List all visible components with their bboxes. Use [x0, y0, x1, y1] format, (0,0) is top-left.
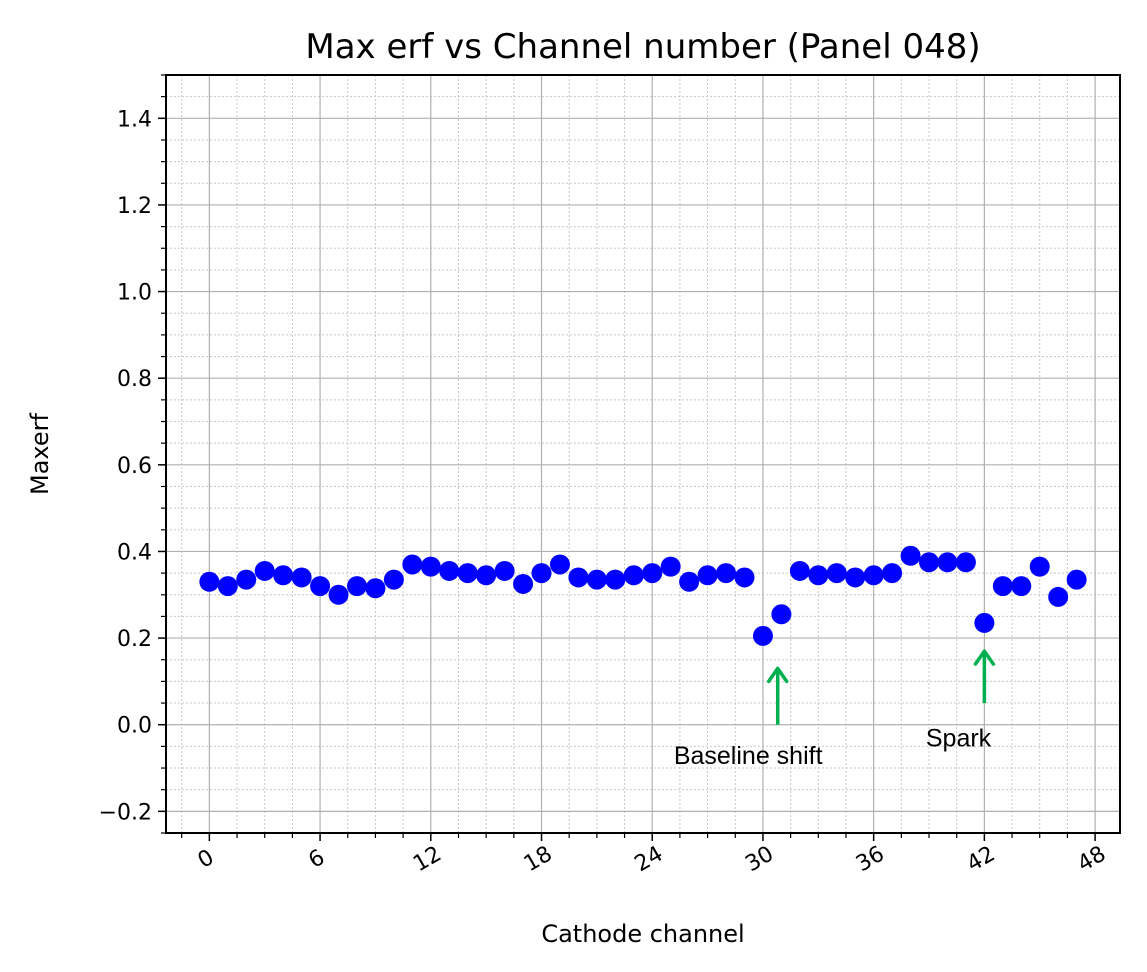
x-tick-label: 18	[520, 842, 557, 878]
data-point	[236, 569, 257, 590]
annotation-arrow-head	[766, 666, 789, 684]
y-tick-label: 0.0	[117, 714, 152, 739]
data-point	[919, 552, 940, 573]
data-point	[199, 571, 220, 592]
data-point	[623, 565, 644, 586]
y-tick-label: −0.2	[99, 800, 152, 825]
data-point	[660, 556, 681, 577]
minor-grid	[166, 74, 1120, 834]
data-points	[199, 545, 1087, 646]
data-point	[1011, 576, 1032, 597]
data-point	[217, 576, 238, 597]
data-point	[734, 567, 755, 588]
y-tick-label: 0.8	[117, 367, 152, 392]
data-point	[476, 565, 497, 586]
data-point	[494, 560, 515, 581]
data-point	[420, 556, 441, 577]
data-point	[845, 567, 866, 588]
data-point	[328, 584, 349, 605]
annotation-label: Baseline shift	[674, 742, 823, 770]
chart-title: Max erf vs Channel number (Panel 048)	[305, 27, 980, 67]
x-tick-label: 30	[741, 842, 778, 878]
data-point	[863, 565, 884, 586]
data-point	[808, 565, 829, 586]
y-tick-label: 0.4	[117, 540, 152, 565]
data-point	[882, 563, 903, 584]
data-point	[402, 554, 423, 575]
x-tick-label: 12	[409, 842, 446, 878]
data-point	[974, 612, 995, 633]
data-point	[1048, 586, 1069, 607]
data-point	[605, 569, 626, 590]
data-point	[1029, 556, 1050, 577]
data-point	[697, 565, 718, 586]
data-point	[365, 578, 386, 599]
y-tick-label: 0.2	[117, 627, 152, 652]
y-tick-label: 1.4	[117, 107, 152, 132]
data-point	[716, 563, 737, 584]
data-point	[310, 576, 331, 597]
annotations: Baseline shift Spark	[674, 649, 996, 770]
data-point	[549, 554, 570, 575]
x-tick-label: 24	[631, 842, 668, 878]
major-grid	[166, 75, 1120, 833]
data-point	[346, 576, 367, 597]
y-axis-label: Maxerf	[26, 412, 54, 495]
y-tick-label: 1.0	[117, 281, 152, 306]
data-point	[531, 563, 552, 584]
data-point	[273, 565, 294, 586]
data-point	[439, 560, 460, 581]
data-point	[900, 545, 921, 566]
data-point	[992, 576, 1013, 597]
data-point	[254, 560, 275, 581]
data-point	[955, 552, 976, 573]
data-point	[679, 571, 700, 592]
data-point	[513, 573, 534, 594]
data-point	[568, 567, 589, 588]
x-tick-label: 6	[305, 845, 330, 874]
y-tick-label: 0.6	[117, 454, 152, 479]
data-point	[383, 569, 404, 590]
x-tick-label: 48	[1073, 842, 1110, 878]
data-point	[752, 625, 773, 646]
data-point	[642, 563, 663, 584]
annotation-label: Spark	[926, 725, 992, 753]
data-point	[789, 560, 810, 581]
annotation-arrow-head	[973, 649, 996, 666]
x-tick-label: 42	[963, 842, 1000, 878]
x-tick-label: 36	[852, 842, 889, 878]
data-point	[771, 604, 792, 625]
x-axis-label: Cathode channel	[541, 920, 744, 948]
data-point	[291, 567, 312, 588]
data-point	[1066, 569, 1087, 590]
x-tick-label: 0	[194, 845, 219, 874]
y-tick-label: 1.2	[117, 194, 152, 219]
axis-ticks: 0 6 12 18 24 30 36 42 48 −0.2 0.0 0.2 0.4 0.6 0.8 1.0 1.…	[99, 74, 1110, 878]
data-point	[586, 569, 607, 590]
data-point	[826, 563, 847, 584]
data-point	[457, 563, 478, 584]
plot-frame	[165, 74, 1121, 834]
data-point	[937, 552, 958, 573]
